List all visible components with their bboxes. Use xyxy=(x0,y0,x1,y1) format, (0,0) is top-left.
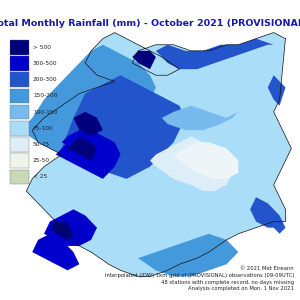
Bar xyxy=(11,121,29,136)
Bar xyxy=(11,153,29,168)
Polygon shape xyxy=(74,112,103,136)
Polygon shape xyxy=(62,75,185,179)
Polygon shape xyxy=(138,234,238,276)
Text: > 500: > 500 xyxy=(33,45,51,50)
Polygon shape xyxy=(250,197,286,234)
Polygon shape xyxy=(44,209,97,246)
Bar xyxy=(11,56,29,71)
Polygon shape xyxy=(156,39,274,69)
Bar xyxy=(11,169,29,184)
Polygon shape xyxy=(20,45,156,167)
Text: Total Monthly Rainfall (mm) - October 2021 (PROVISIONAL): Total Monthly Rainfall (mm) - October 20… xyxy=(0,19,300,28)
Text: 200-300: 200-300 xyxy=(33,77,58,82)
Text: 75-100: 75-100 xyxy=(33,126,54,131)
Polygon shape xyxy=(268,75,286,106)
Bar xyxy=(11,89,29,103)
Polygon shape xyxy=(32,234,79,270)
Text: < 25: < 25 xyxy=(33,174,47,179)
Polygon shape xyxy=(162,106,238,130)
Polygon shape xyxy=(26,33,291,276)
Text: 150-200: 150-200 xyxy=(33,93,58,98)
Polygon shape xyxy=(174,142,238,179)
Bar xyxy=(11,73,29,87)
Polygon shape xyxy=(132,51,156,69)
Text: 300-500: 300-500 xyxy=(33,61,58,66)
Polygon shape xyxy=(68,136,97,161)
Polygon shape xyxy=(56,130,121,179)
Bar xyxy=(11,137,29,152)
Bar xyxy=(11,105,29,119)
Text: 50-75: 50-75 xyxy=(33,142,50,147)
Polygon shape xyxy=(62,130,109,160)
Text: 100-150: 100-150 xyxy=(33,110,57,115)
Text: 25-50: 25-50 xyxy=(33,158,50,163)
Bar xyxy=(11,40,29,55)
Text: © 2021 Met Éireann
Interpolated (IDW) 1km grid of (PROVISIONAL) observations (09: © 2021 Met Éireann Interpolated (IDW) 1k… xyxy=(105,266,294,291)
Polygon shape xyxy=(150,136,232,191)
Polygon shape xyxy=(50,222,74,240)
